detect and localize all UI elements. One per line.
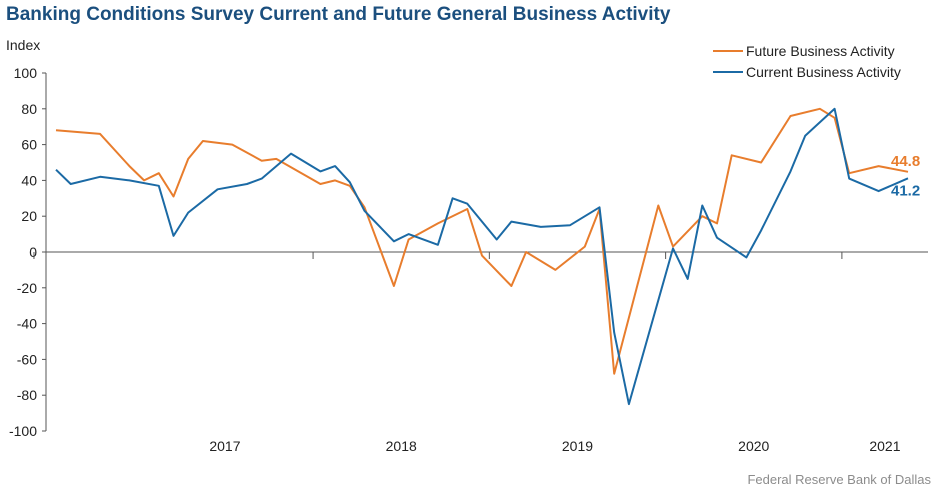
axes: 100 80 60 40 20 0 -20 -40 -60 -80 -100 2017 2018 2019… [9,65,928,454]
y-tick-label: 40 [21,172,37,188]
x-year-label: 2018 [386,438,417,454]
legend: Future Business Activity Current Business… [713,43,901,80]
y-tick-label: -20 [17,280,37,296]
series-layer [55,107,909,406]
x-year-label: 2021 [869,438,900,454]
end-value-label: 44.8 [891,153,920,170]
y-tick-label: 60 [21,137,37,153]
y-tick-label: -80 [17,387,37,403]
y-tick-label: -100 [9,423,37,439]
future-business-activity-line [55,107,909,375]
chart-title: Banking Conditions Survey Current and Fu… [6,4,671,25]
y-axis-label: Index [6,37,41,53]
legend-entry: Future Business Activity [746,43,895,59]
legend-entry: Current Business Activity [746,64,901,80]
y-tick-label: 100 [14,65,38,81]
y-tick-label: 80 [21,101,37,117]
y-tick-label: 0 [29,244,37,260]
y-tick-label: -60 [17,351,37,367]
end-value-label: 41.2 [891,182,920,199]
y-tick-label: -40 [17,316,37,332]
current-business-activity-line [55,107,909,406]
source-credit: Federal Reserve Bank of Dallas [747,472,931,487]
y-tick-label: 20 [21,208,37,224]
x-year-label: 2019 [562,438,593,454]
end-labels: 44.8 41.2 [891,153,920,199]
x-year-label: 2020 [738,438,769,454]
x-year-label: 2017 [209,438,240,454]
